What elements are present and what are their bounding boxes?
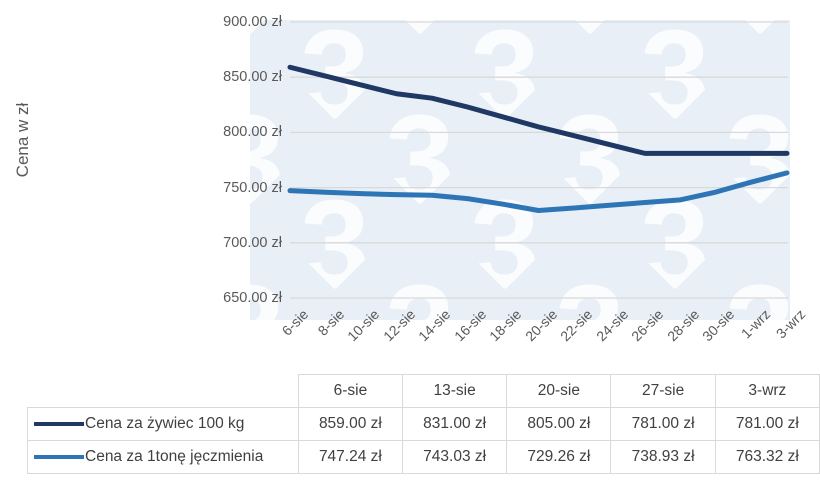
- table-corner-cell: [28, 375, 299, 408]
- table-cell-value: 763.32 zł: [714, 440, 820, 474]
- table-cell-value: 738.93 zł: [610, 440, 716, 474]
- plot-svg: [287, 21, 790, 299]
- line-chart: 3: [0, 0, 820, 370]
- table-cell-value: 831.00 zł: [402, 407, 508, 441]
- x-axis-tick-labels: 6-sie 8-sie 10-sie 12-sie 14-sie 16-sie 18-sie…: [0, 300, 820, 370]
- y-axis-title: Cena w zł: [13, 102, 32, 178]
- table-column-header: 3-wrz: [714, 374, 820, 408]
- y-axis-tick-labels: 900.00 zł 850.00 zł 800.00 zł 750.00 zł …: [190, 0, 282, 320]
- table-cell-value: 743.03 zł: [402, 440, 508, 474]
- series-lines: [287, 64, 790, 213]
- series-line-2: [287, 170, 790, 213]
- table-column-header: 27-sie: [610, 374, 716, 408]
- gridlines: [290, 21, 788, 299]
- legend-label: Cena za żywiec 100 kg: [85, 415, 245, 432]
- legend-color-swatch: [34, 455, 84, 459]
- y-tick-label: 850.00 zł: [223, 69, 282, 85]
- table-column-header: 6-sie: [297, 374, 404, 408]
- y-tick-label: 750.00 zł: [223, 180, 282, 196]
- data-table-region: 6-sie 13-sie 20-sie 27-sie 3-wrz Cena za żywi…: [0, 368, 820, 492]
- table-row: Cena za żywiec 100 kg 859.00 zł 831.00 zł 8…: [27, 407, 820, 441]
- y-tick-label: 650.00 zł: [223, 290, 282, 306]
- table-cell-value: 805.00 zł: [506, 407, 612, 441]
- table-cell-value: 729.26 zł: [506, 440, 612, 474]
- y-tick-label: 700.00 zł: [223, 235, 282, 251]
- legend-color-swatch: [34, 422, 84, 426]
- series-line-1: [287, 64, 790, 156]
- y-tick-label: 800.00 zł: [223, 124, 282, 140]
- table-row: Cena za 1tonę jęczmienia 747.24 zł 743.03 …: [27, 440, 820, 474]
- data-table: 6-sie 13-sie 20-sie 27-sie 3-wrz Cena za żywi…: [27, 374, 820, 474]
- legend-label: Cena za 1tonę jęczmienia: [85, 448, 264, 465]
- table-header-row: 6-sie 13-sie 20-sie 27-sie 3-wrz: [28, 374, 820, 408]
- table-cell-value: 781.00 zł: [610, 407, 716, 441]
- y-tick-label: 900.00 zł: [223, 14, 282, 30]
- legend-cell: Cena za 1tonę jęczmienia: [27, 440, 299, 474]
- table-cell-value: 747.24 zł: [297, 440, 404, 474]
- table-column-header: 20-sie: [506, 374, 612, 408]
- table-cell-value: 781.00 zł: [714, 407, 820, 441]
- table-cell-value: 859.00 zł: [297, 407, 404, 441]
- plot-area: [287, 21, 790, 299]
- legend-cell: Cena za żywiec 100 kg: [27, 407, 299, 441]
- table-column-header: 13-sie: [402, 374, 508, 408]
